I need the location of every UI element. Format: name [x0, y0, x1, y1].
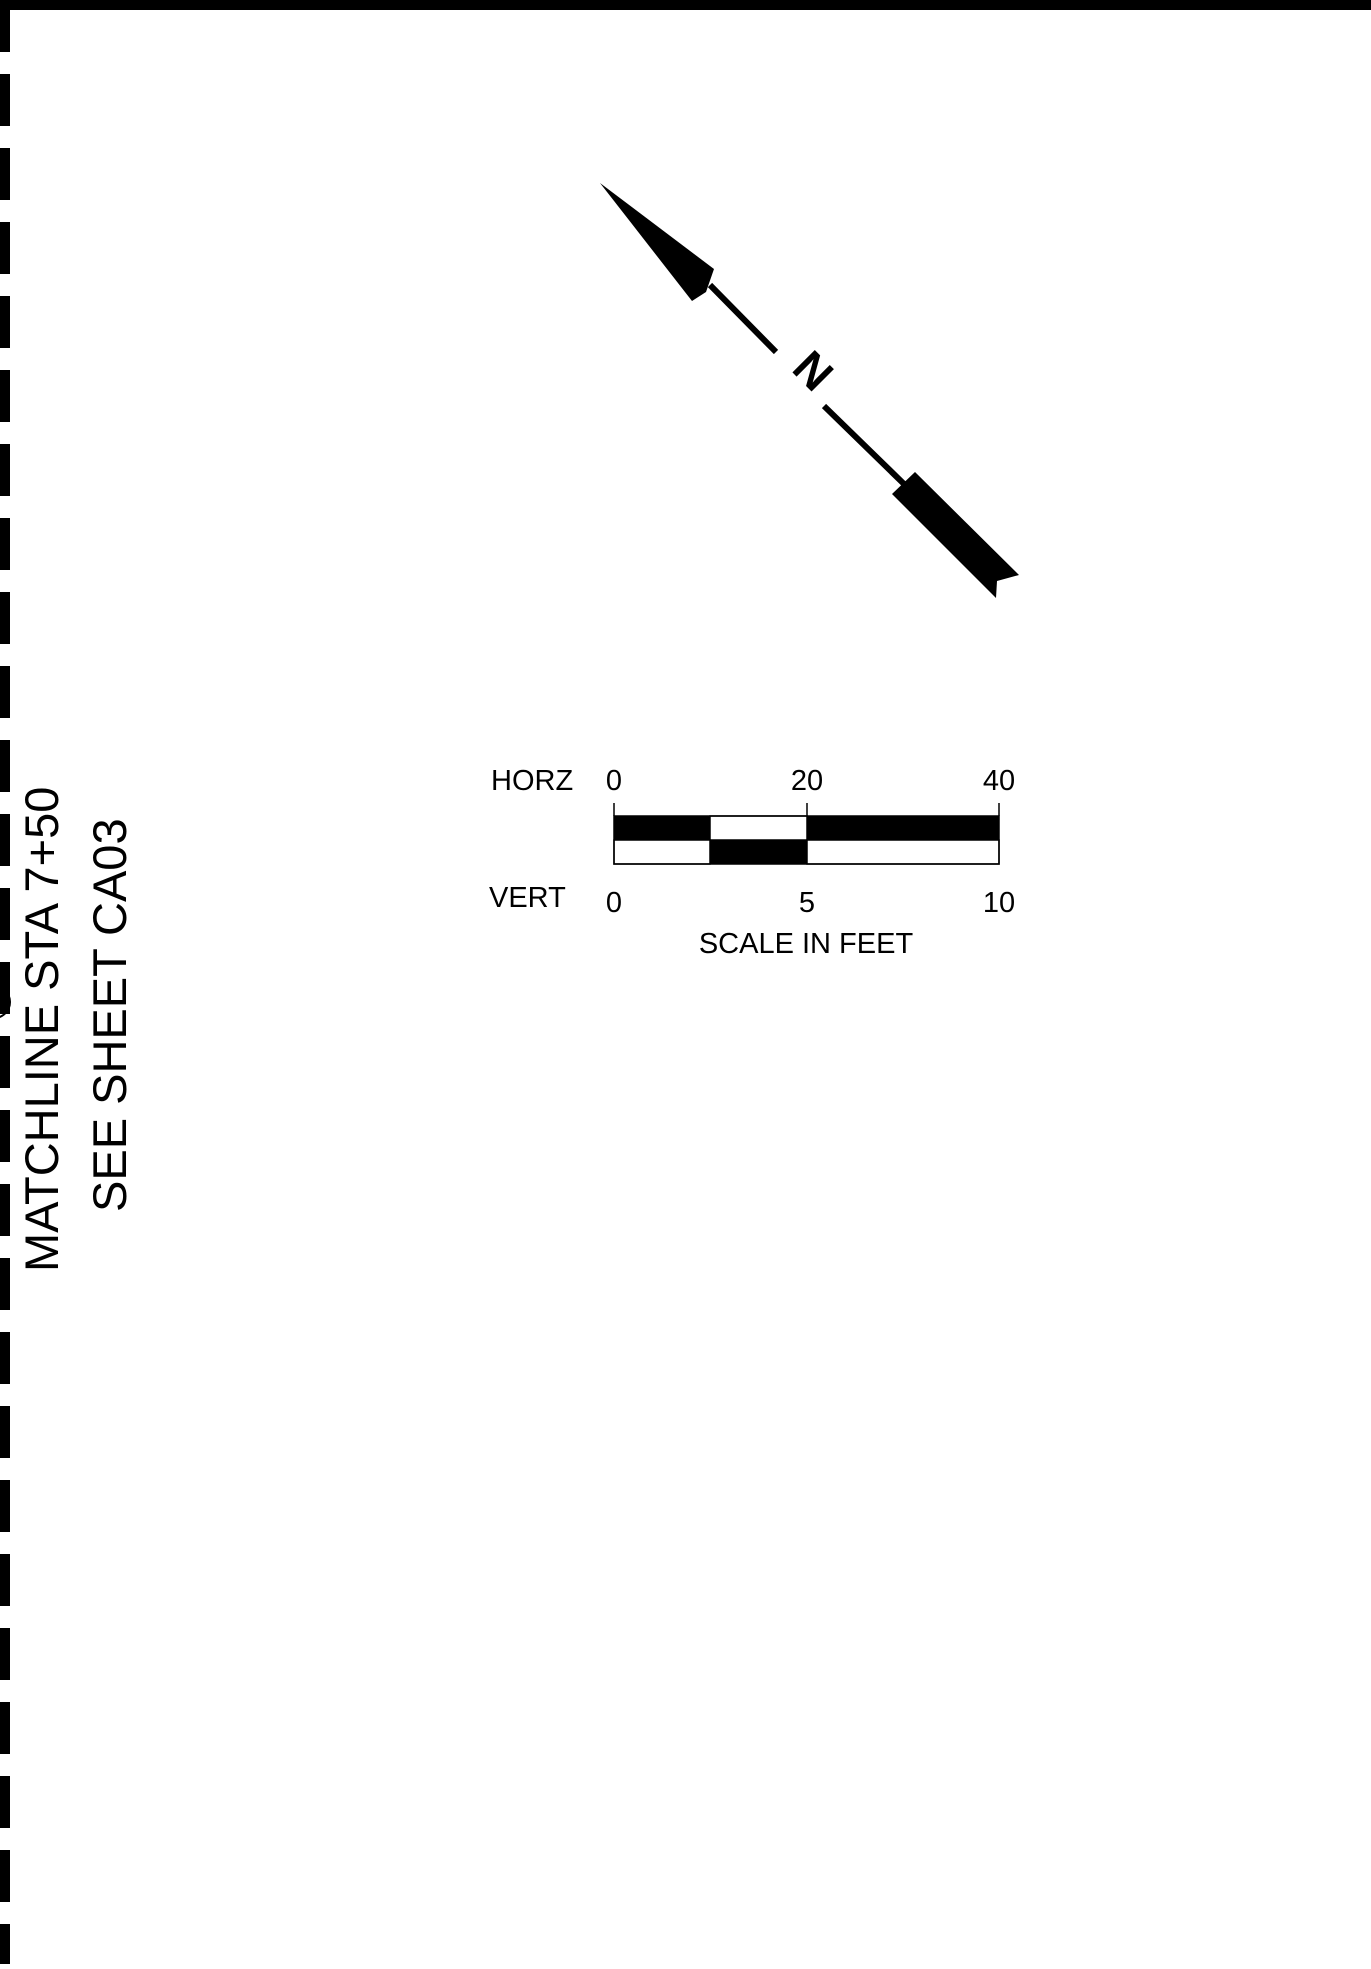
- scale-segment-empty: [806, 839, 1000, 865]
- scale-segment-filled: [710, 840, 807, 864]
- scale-horz-label: HORZ: [491, 765, 573, 797]
- north-arrow-upper-shaft: [707, 282, 779, 355]
- scale-segment-filled: [807, 816, 999, 840]
- scale-segment-filled: [614, 816, 710, 840]
- scale-horz-tick-label: 20: [791, 765, 823, 797]
- scale-bar: HORZ VERT 0 20 40 0 5 10 SCALE IN FEET: [489, 765, 1015, 960]
- matchline-circle-marker: [0, 986, 11, 1018]
- north-arrow-head: [600, 183, 714, 301]
- scale-vert-tick-label: 5: [799, 887, 815, 919]
- scale-segment-empty: [613, 839, 711, 865]
- north-arrow-label: N: [783, 341, 843, 401]
- scale-bar-outline: [613, 815, 1000, 865]
- north-arrow-lower-shaft: [821, 403, 907, 487]
- scale-vert-tick-label: 10: [983, 887, 1015, 919]
- scale-horz-tick-label: 40: [983, 765, 1015, 797]
- scale-vert-label: VERT: [489, 882, 566, 914]
- scale-horz-tick-label: 0: [606, 765, 622, 797]
- north-arrow-tail: [892, 472, 1019, 598]
- matchline-sheet-reference-text: SEE SHEET CA03: [83, 818, 136, 1212]
- scale-caption: SCALE IN FEET: [699, 928, 914, 960]
- scale-vert-tick-label: 0: [606, 887, 622, 919]
- scale-segment-empty: [709, 815, 808, 841]
- north-arrow-icon: N: [600, 183, 1019, 598]
- matchline-station-text: MATCHLINE STA 7+50: [15, 787, 68, 1272]
